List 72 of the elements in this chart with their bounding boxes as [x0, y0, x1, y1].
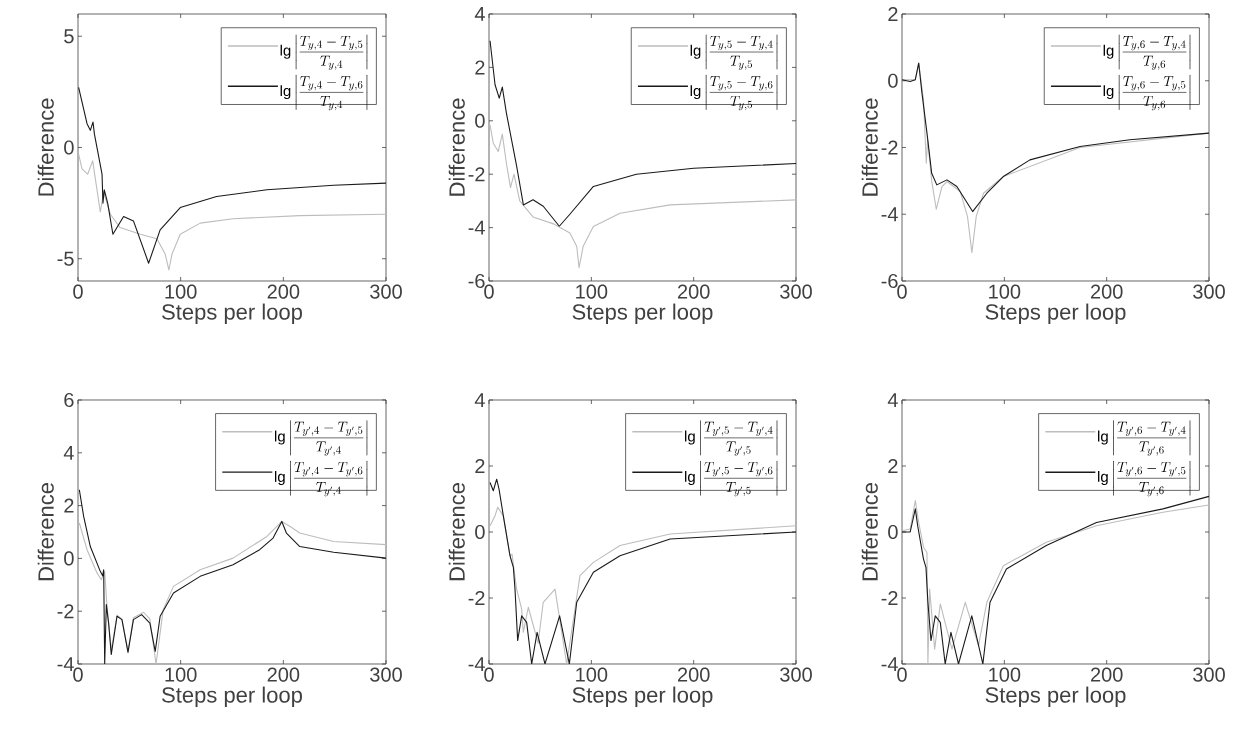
- x-axis-title: Steps per loop: [162, 303, 302, 325]
- y-tick-label: -4: [57, 657, 74, 671]
- x-tick-label: 200: [678, 667, 710, 682]
- x-tick-label: 100: [989, 667, 1021, 682]
- y-tick-label: 0: [64, 140, 74, 155]
- y-tick-label: -6: [468, 273, 485, 289]
- y-tick-label: -2: [468, 167, 485, 182]
- x-axis-title: Steps per loop: [162, 686, 302, 708]
- y-tick-label: 4: [887, 393, 898, 407]
- x-tick-label: 300: [1193, 667, 1225, 682]
- y-axis-title: Difference: [448, 483, 465, 581]
- y-tick-label: -4: [468, 657, 485, 671]
- x-tick-label: 300: [780, 667, 812, 682]
- x-tick-label: 100: [576, 284, 608, 299]
- y-tick-label: 6: [64, 392, 74, 408]
- y-tick-label: -2: [881, 591, 898, 605]
- y-tick-label: 4: [63, 445, 74, 460]
- y-tick-label: 0: [888, 73, 898, 88]
- y-tick-label: 4: [474, 7, 485, 21]
- x-tick-label: 200: [678, 284, 710, 299]
- y-axis-title: Difference: [37, 483, 54, 581]
- y-tick-label: -5: [57, 251, 74, 266]
- x-tick-label: 300: [780, 284, 812, 299]
- y-tick-label: 0: [475, 113, 485, 128]
- x-axis-title: Steps per loop: [985, 686, 1126, 708]
- legend-label: $\lg\left|\frac{T_{y',4}-T_{y',6}}{T_{y',4}}\right|$: [275, 460, 368, 497]
- legend-label: $\lg\left|\frac{T_{y',5}-T_{y',6}}{T_{y',5}}\right|$: [685, 460, 778, 497]
- x-tick-label: 100: [576, 667, 608, 682]
- y-tick-label: 5: [64, 29, 74, 44]
- legend-label: $\lg\left|\frac{T_{y,4}-T_{y,6}}{T_{y,4}}\right|$: [280, 74, 368, 111]
- legend-label: $\lg\left|\frac{T_{y',5}-T_{y',4}}{T_{y',5}}\right|$: [685, 420, 778, 456]
- y-tick-label: -4: [468, 220, 485, 235]
- x-tick-label: 300: [370, 284, 402, 299]
- x-axis-title: Steps per loop: [572, 686, 713, 708]
- y-tick-label: 4: [474, 393, 485, 407]
- x-tick-label: 300: [370, 667, 402, 682]
- x-tick-label: 100: [165, 667, 197, 682]
- y-tick-label: -2: [881, 140, 898, 155]
- y-tick-label: -4: [881, 657, 898, 671]
- legend-label: $\lg\left|\frac{T_{y,6}-T_{y,4}}{T_{y,6}}\right|$: [1103, 34, 1191, 70]
- x-tick-label: 200: [1091, 284, 1123, 299]
- legend-label: $\lg\left|\frac{T_{y,6}-T_{y,5}}{T_{y,6}}\right|$: [1103, 74, 1191, 111]
- y-tick-label: 0: [64, 551, 74, 566]
- x-tick-label: 300: [1193, 284, 1225, 299]
- x-tick-label: 200: [267, 284, 300, 299]
- x-tick-label: 100: [165, 284, 197, 299]
- y-axis-title: Difference: [37, 98, 54, 196]
- y-tick-label: -6: [881, 273, 898, 289]
- legend-label: $\lg\left|\frac{T_{y',6}-T_{y',5}}{T_{y',6}}\right|$: [1098, 460, 1191, 497]
- legend-label: $\lg\left|\frac{T_{y',4}-T_{y',5}}{T_{y',4}}\right|$: [275, 420, 368, 456]
- legend-label: $\lg\left|\frac{T_{y',6}-T_{y',4}}{T_{y',6}}\right|$: [1098, 420, 1191, 456]
- x-axis-title: Steps per loop: [985, 303, 1126, 325]
- y-tick-label: 2: [64, 498, 74, 513]
- legend-label: $\lg\left|\frac{T_{y,5}-T_{y,4}}{T_{y,5}}\right|$: [690, 34, 778, 70]
- y-tick-label: -2: [57, 604, 74, 619]
- y-axis-title: Difference: [448, 98, 465, 196]
- y-tick-label: 2: [888, 459, 898, 473]
- y-tick-label: -2: [468, 591, 485, 605]
- y-tick-label: -4: [881, 207, 898, 222]
- x-tick-label: 100: [989, 284, 1021, 299]
- y-tick-label: 0: [475, 524, 485, 540]
- legend-label: $\lg\left|\frac{T_{y,5}-T_{y,6}}{T_{y,5}}\right|$: [690, 74, 778, 111]
- y-axis-title: Difference: [861, 98, 878, 196]
- y-tick-label: 2: [475, 60, 485, 75]
- legend-label: $\lg\left|\frac{T_{y,4}-T_{y,5}}{T_{y,4}}\right|$: [280, 34, 368, 70]
- x-tick-label: 200: [1091, 667, 1123, 682]
- y-axis-title: Difference: [861, 483, 878, 581]
- x-tick-label: 200: [267, 667, 300, 682]
- x-axis-title: Steps per loop: [572, 303, 713, 325]
- y-tick-label: 2: [475, 459, 485, 473]
- y-tick-label: 0: [888, 524, 898, 540]
- y-tick-label: 2: [888, 7, 898, 21]
